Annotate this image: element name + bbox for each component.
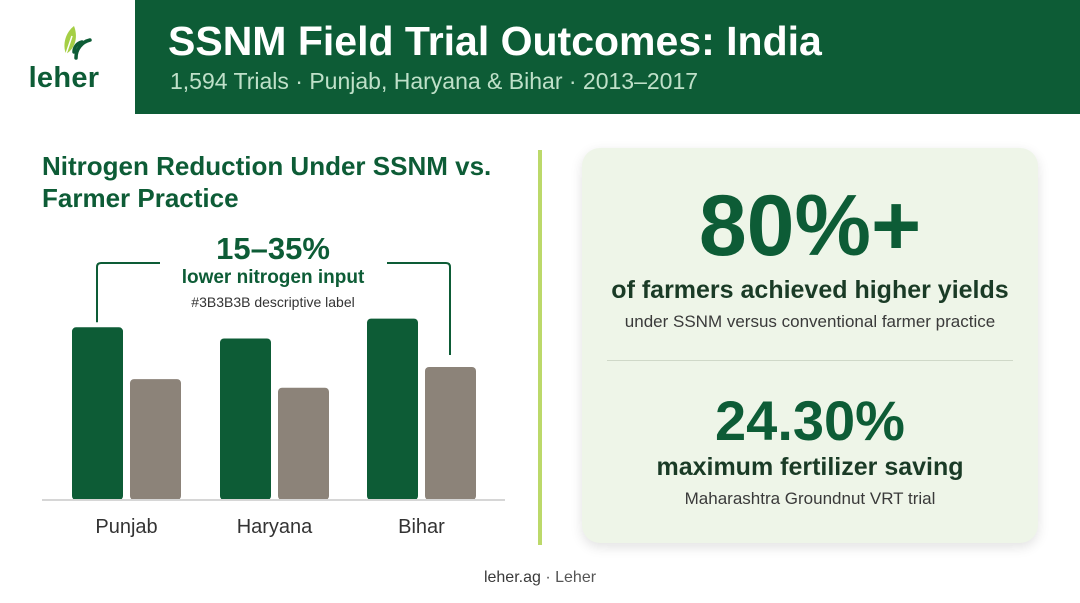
chart-title: Nitrogen Reduction Under SSNM vs. Farmer… bbox=[42, 151, 492, 213]
bar-bihar-series-2 bbox=[425, 367, 476, 500]
annotation-text: lower nitrogen input bbox=[181, 267, 365, 288]
page-title: SSNM Field Trial Outcomes: India bbox=[168, 18, 822, 64]
x-tick-label: Bihar bbox=[398, 516, 445, 538]
bar-punjab-series-1 bbox=[72, 327, 123, 500]
stat-yield-value: 80%+ bbox=[698, 178, 922, 274]
stat-saving-label: maximum fertilizer saving bbox=[656, 453, 964, 481]
stat-saving-sublabel: Maharashtra Groundnut VRT trial bbox=[684, 489, 936, 508]
leaf-signal-icon bbox=[64, 26, 92, 60]
footer-separator: · bbox=[545, 569, 551, 586]
bar-haryana-series-1 bbox=[220, 338, 271, 500]
bar-chart: Punjab Haryana Bihar bbox=[42, 262, 505, 538]
stat-saving-value: 24.30% bbox=[715, 389, 905, 452]
footer-site-link[interactable]: leher.ag bbox=[483, 569, 541, 586]
stat-yield-sublabel: under SSNM versus conventional farmer pr… bbox=[624, 312, 996, 331]
logo[interactable]: leher bbox=[0, 0, 135, 114]
logo-text: leher bbox=[28, 62, 100, 94]
annotation-subtext: #3B3B3B descriptive label bbox=[191, 294, 355, 310]
section-divider bbox=[538, 150, 542, 545]
annotation-bracket-left bbox=[96, 262, 160, 323]
bar-haryana-series-2 bbox=[278, 387, 329, 500]
card-divider bbox=[607, 360, 1013, 361]
header-banner: leher SSNM Field Trial Outcomes: India 1… bbox=[0, 0, 1080, 114]
stats-card: 80%+ of farmers achieved higher yields u… bbox=[582, 148, 1038, 543]
stat-yield-label: of farmers achieved higher yields bbox=[611, 276, 1009, 304]
x-tick-label: Punjab bbox=[95, 516, 157, 538]
annotation-bracket-right bbox=[387, 262, 451, 355]
bar-punjab-series-2 bbox=[130, 379, 181, 500]
footer: leher.ag · Leher bbox=[0, 569, 1080, 587]
x-tick-label: Haryana bbox=[237, 516, 313, 538]
bar-bihar-series-1 bbox=[367, 318, 418, 500]
footer-brand: Leher bbox=[555, 569, 597, 586]
annotation-range: 15–35% bbox=[216, 231, 330, 266]
page-subtitle: 1,594 Trials · Punjab, Haryana & Bihar ·… bbox=[170, 68, 699, 94]
